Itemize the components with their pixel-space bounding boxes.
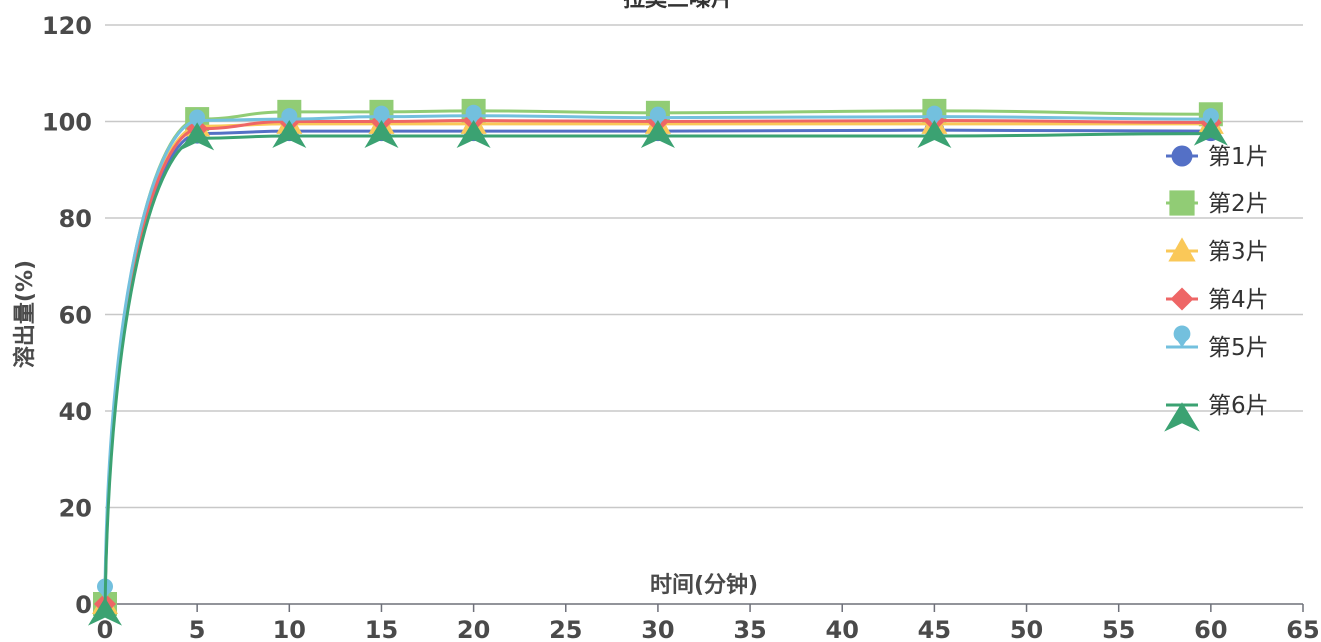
series-line: [103, 128, 1211, 605]
series-5: [97, 104, 1219, 600]
x-tick-label: 30: [641, 616, 674, 642]
series-line: [103, 122, 1211, 605]
legend-label: 第4片: [1208, 287, 1269, 313]
y-tick-label: 80: [59, 205, 92, 233]
data-point-marker: [364, 119, 399, 148]
legend-label: 第5片: [1208, 335, 1269, 361]
series-6: [88, 117, 1228, 626]
chart-title: 拉莫三嗪片: [623, 0, 733, 12]
data-point-marker: [1164, 402, 1200, 432]
legend-item-6: 第6片: [1164, 393, 1269, 432]
data-point-marker: [1173, 325, 1191, 348]
x-tick-label: 60: [1194, 616, 1227, 642]
series-group: [88, 98, 1228, 626]
series-4: [94, 109, 1222, 615]
x-tick-label: 15: [365, 616, 398, 642]
data-point-marker: [1171, 145, 1193, 167]
x-tick-label: 40: [826, 616, 859, 642]
y-tick-label: 100: [42, 109, 92, 137]
legend-label: 第3片: [1208, 239, 1269, 265]
legend-item-3: 第3片: [1166, 237, 1269, 265]
series-line: [103, 119, 1211, 605]
series-line: [103, 132, 1211, 614]
x-axis: 0 5 10 15 20 25 30 35 40 45 50 55 60 65: [97, 603, 1320, 642]
y-tick-label: 60: [59, 302, 92, 330]
data-point-marker: [1170, 287, 1194, 311]
data-point-marker: [1169, 190, 1195, 216]
data-point-marker: [88, 597, 122, 626]
x-tick-label: 5: [189, 616, 206, 642]
x-tick-label: 35: [733, 616, 766, 642]
x-tick-label: 65: [1286, 616, 1319, 642]
gridlines: [105, 24, 1303, 509]
x-tick-label: 10: [273, 616, 306, 642]
y-tick-label: 0: [75, 591, 92, 619]
data-point-marker: [272, 119, 307, 148]
legend-item-1: 第1片: [1166, 144, 1269, 170]
y-axis-title: 溶出量(%): [12, 260, 38, 368]
series-3: [92, 110, 1224, 614]
x-tick-label: 20: [457, 616, 490, 642]
data-point-marker: [640, 119, 675, 148]
data-point-marker: [1193, 117, 1228, 146]
x-tick-label: 50: [1010, 616, 1043, 642]
y-tick-label: 40: [59, 398, 92, 426]
data-point-marker: [456, 119, 491, 148]
x-tick-label: 0: [97, 616, 114, 642]
y-axis: 0 20 40 60 80 100 120: [42, 12, 92, 619]
data-point-marker: [1168, 237, 1196, 262]
legend-item-4: 第4片: [1166, 287, 1269, 313]
legend-item-5: 第5片: [1166, 325, 1269, 361]
pin-tip: [1175, 338, 1189, 348]
series-1: [95, 120, 1221, 614]
legend-label: 第2片: [1208, 191, 1269, 217]
series-line: [103, 114, 1211, 590]
y-tick-label: 20: [59, 495, 92, 523]
legend-label: 第6片: [1208, 393, 1269, 419]
x-axis-title: 时间(分钟): [650, 572, 758, 598]
legend-item-2: 第2片: [1166, 190, 1269, 217]
x-tick-label: 25: [549, 616, 582, 642]
data-point-marker: [917, 119, 952, 148]
data-point-marker: [180, 122, 215, 151]
series-line: [103, 109, 1211, 605]
series-2: [93, 98, 1223, 616]
x-tick-label: 45: [918, 616, 951, 642]
x-tick-label: 55: [1102, 616, 1135, 642]
y-tick-label: 120: [42, 12, 92, 40]
legend-label: 第1片: [1208, 144, 1269, 170]
